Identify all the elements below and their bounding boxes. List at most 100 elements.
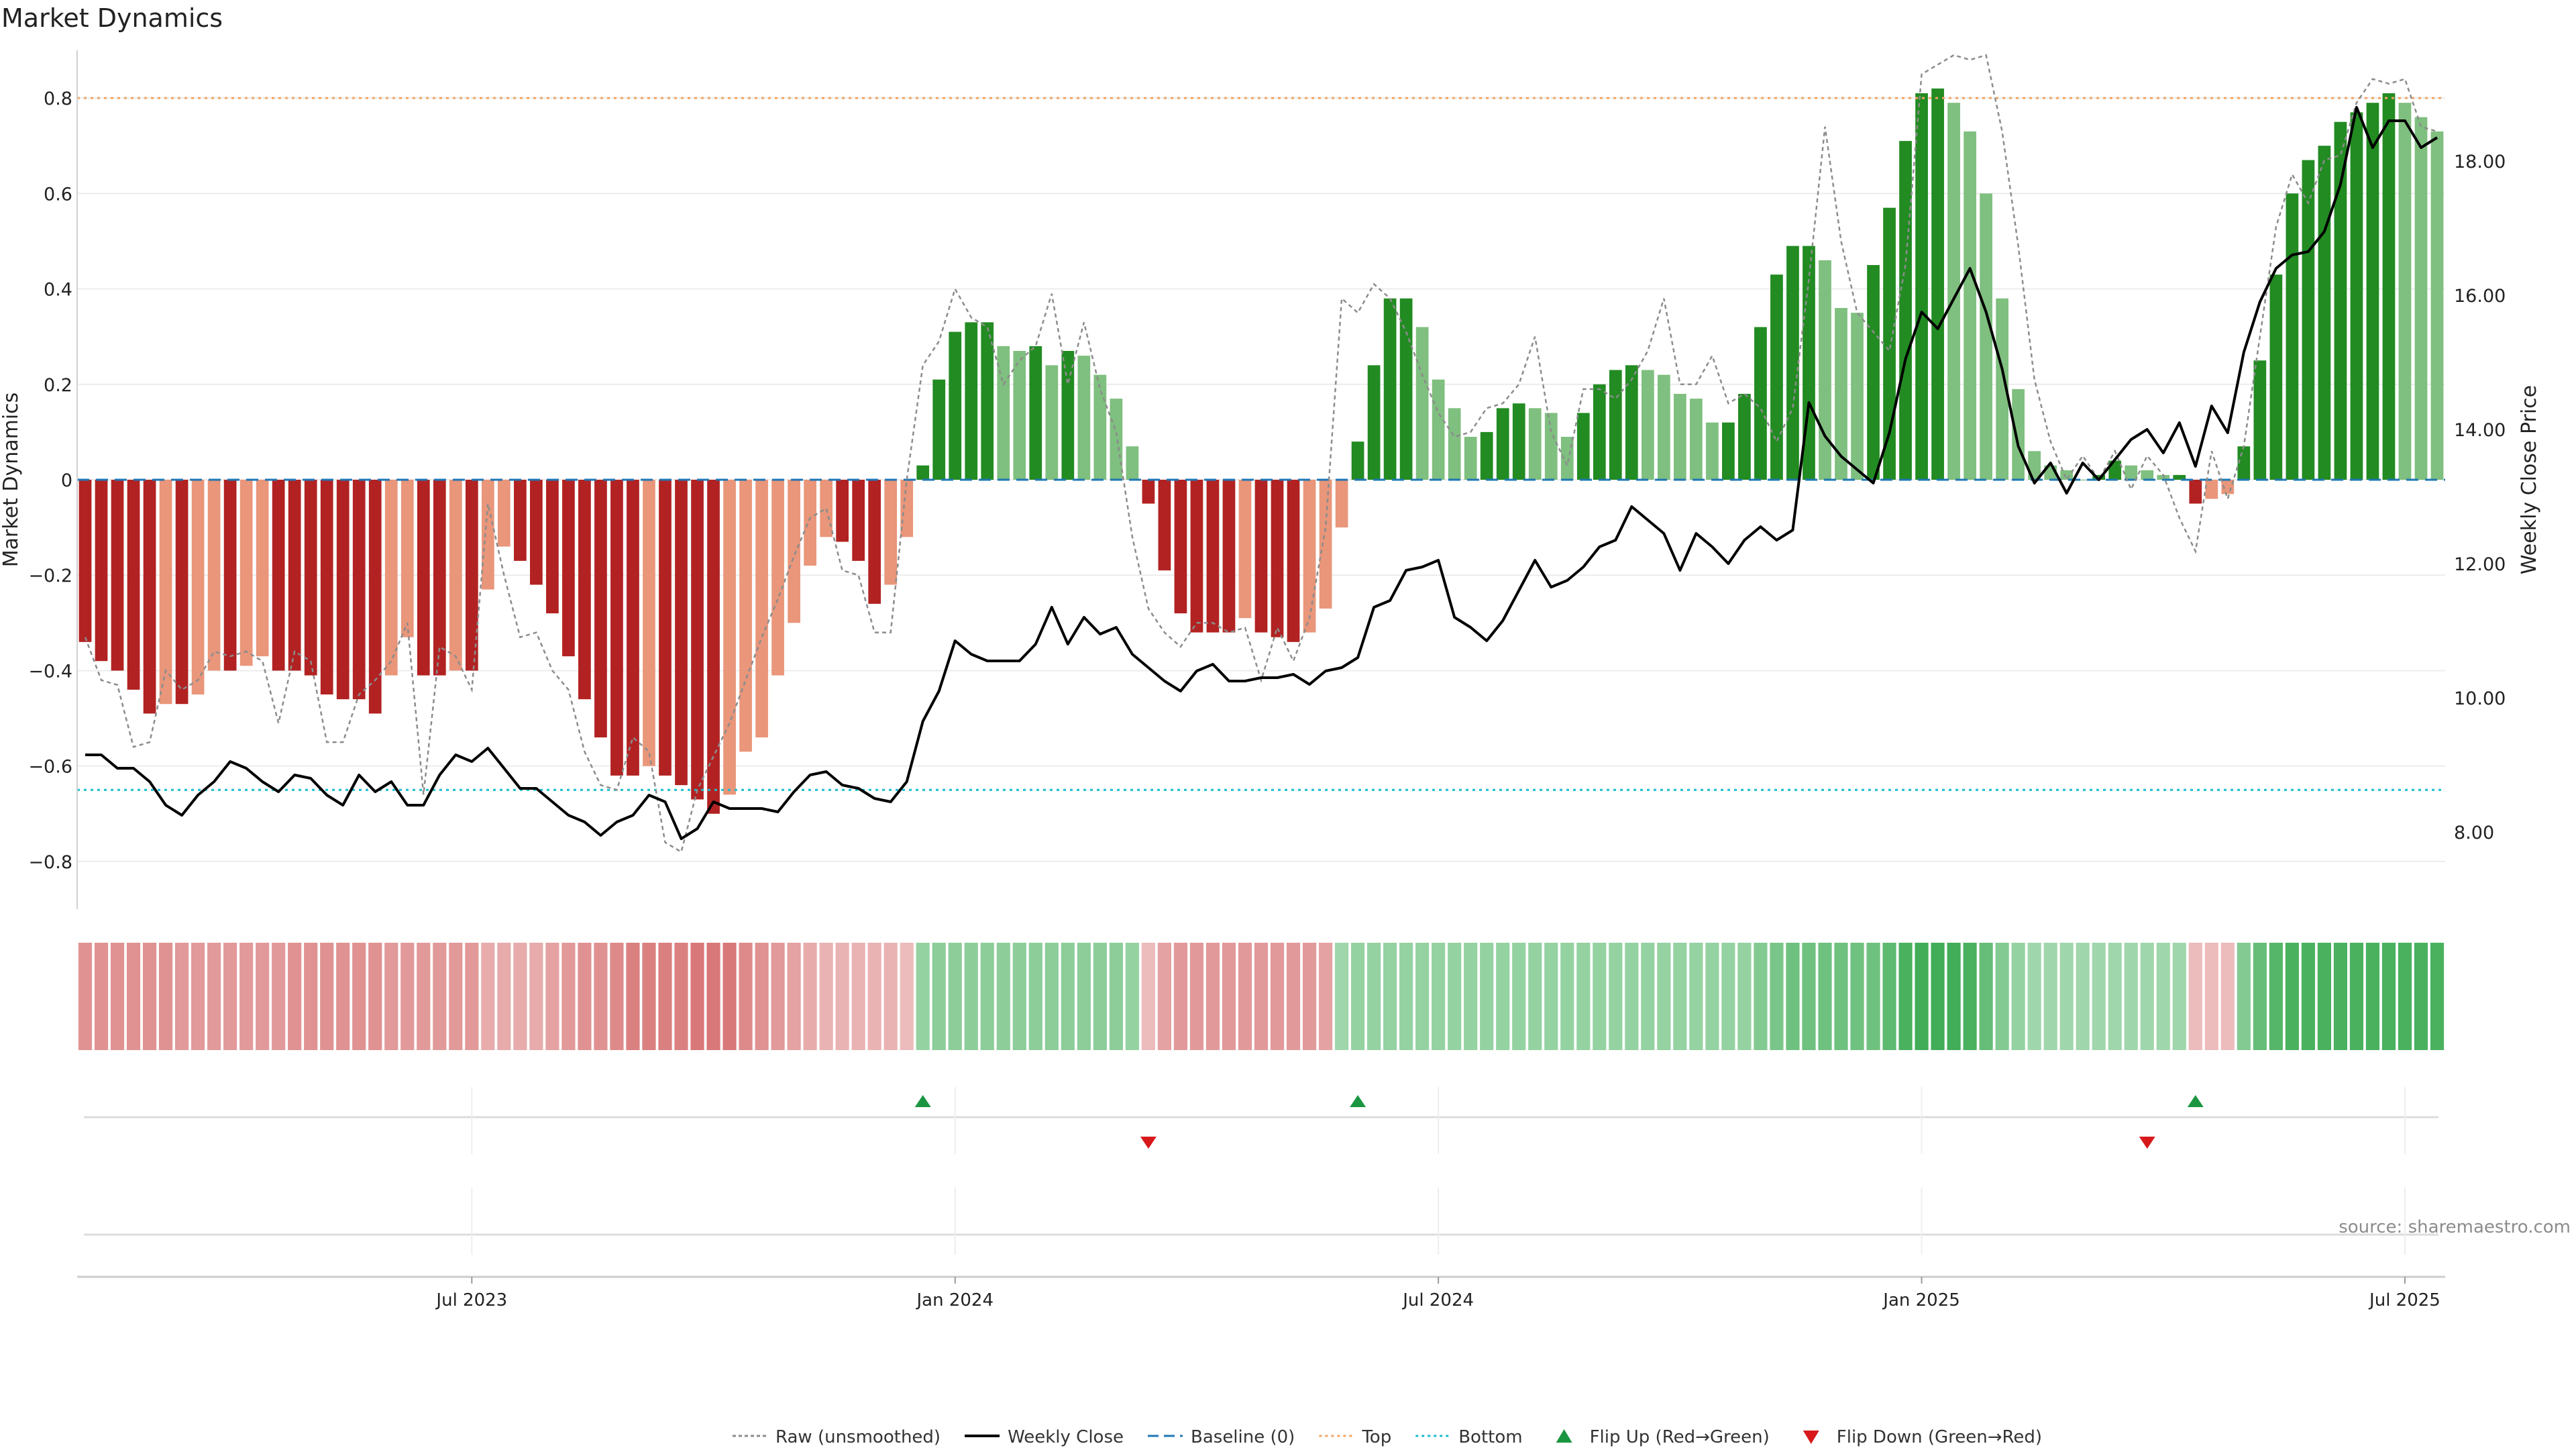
regime-cell — [2365, 943, 2380, 1050]
regime-cell — [932, 943, 946, 1050]
bar — [465, 480, 478, 671]
regime-cell — [851, 943, 865, 1050]
bar — [1335, 480, 1348, 528]
regime-cell — [1286, 943, 1301, 1050]
bar — [884, 480, 898, 585]
bar — [78, 480, 92, 642]
regime-cell — [1915, 943, 1929, 1050]
bar — [497, 480, 511, 547]
regime-cell — [1222, 943, 1236, 1050]
regime-cell — [2381, 943, 2396, 1050]
regime-cell — [980, 943, 994, 1050]
regime-cell — [803, 943, 817, 1050]
bar — [1013, 351, 1026, 480]
bar — [175, 480, 189, 705]
bar — [788, 480, 800, 623]
bar — [1238, 480, 1252, 619]
regime-cell — [2333, 943, 2347, 1050]
weekly-close-line — [85, 106, 2438, 840]
bar — [256, 480, 269, 657]
legend-label: Weekly Close — [1008, 1427, 1124, 1447]
bar — [1770, 274, 1783, 480]
bar — [739, 480, 752, 752]
regime-cell — [578, 943, 592, 1050]
regime-cell — [2253, 943, 2267, 1050]
bar — [2189, 480, 2202, 504]
bar — [659, 480, 672, 776]
bar — [449, 480, 462, 671]
bar — [433, 480, 446, 676]
bar — [1738, 394, 1751, 480]
bar — [1786, 246, 1799, 480]
regime-cell — [417, 943, 431, 1050]
bar — [1464, 437, 1477, 480]
bar — [1480, 431, 1493, 480]
regime-cell — [1689, 943, 1703, 1050]
regime-cell — [2301, 943, 2315, 1050]
bar — [207, 480, 221, 671]
bar — [417, 480, 430, 676]
bar — [2092, 474, 2106, 480]
regime-cell — [2076, 943, 2090, 1050]
bar — [916, 465, 930, 480]
legend-label: Top — [1361, 1427, 1391, 1447]
y-tick-label: 0.2 — [44, 375, 72, 396]
regime-cell — [481, 943, 495, 1050]
regime-cell — [1947, 943, 1961, 1050]
regime-cell — [433, 943, 447, 1050]
regime-cell — [1754, 943, 1768, 1050]
legend-item: Weekly Close — [965, 1427, 1124, 1447]
regime-cell — [497, 943, 511, 1050]
regime-cell — [1012, 943, 1026, 1050]
regime-cell — [1544, 943, 1558, 1050]
regime-cell — [883, 943, 898, 1050]
bar — [1544, 413, 1558, 480]
y-tick-label: −0.2 — [28, 566, 72, 586]
bar — [627, 480, 639, 776]
legend-item: Flip Up (Red→Green) — [1556, 1427, 1770, 1447]
bar — [1496, 408, 1509, 480]
bar — [2205, 480, 2218, 499]
regime-cell — [1189, 943, 1204, 1050]
regime-cell — [256, 943, 270, 1050]
regime-cell — [1657, 943, 1671, 1050]
regime-cell — [384, 943, 398, 1050]
regime-cell — [1270, 943, 1285, 1050]
regime-cell — [1044, 943, 1059, 1050]
axis-layer: 0.8 0.6 0.4 0.2 0 −0.2 −0.4 −0.6 −0.8 18.00 16.00 1… — [28, 50, 2506, 909]
regime-cell — [1995, 943, 2009, 1050]
y-tick-label: −0.8 — [28, 852, 72, 873]
regime-cell — [1641, 943, 1655, 1050]
y-tick-label: 0.4 — [44, 280, 72, 301]
bar — [1448, 408, 1461, 480]
regime-cell — [642, 943, 656, 1050]
bar — [2269, 274, 2283, 480]
y-tick-label: 0 — [61, 470, 72, 491]
regime-cell — [610, 943, 624, 1050]
bar — [675, 480, 688, 786]
bar — [2366, 103, 2379, 480]
regime-cell — [1963, 943, 1977, 1050]
regime-cell — [1496, 943, 1510, 1050]
bar — [1319, 480, 1332, 609]
bar — [771, 480, 784, 676]
raw-unsmoothed-line — [84, 54, 2438, 853]
bar — [336, 480, 350, 700]
legend-label: Flip Up (Red→Green) — [1590, 1427, 1770, 1447]
bar — [1899, 141, 1912, 480]
bar — [1706, 422, 1719, 480]
regime-cell — [207, 943, 221, 1050]
legend-label: Baseline (0) — [1191, 1427, 1295, 1447]
regime-cell — [126, 943, 141, 1050]
regime-cell — [739, 943, 753, 1050]
bar — [578, 480, 591, 700]
regime-cell — [1576, 943, 1591, 1050]
bar — [223, 480, 237, 671]
y2-tick-label: 10.00 — [2454, 688, 2506, 709]
bar — [900, 480, 914, 537]
regime-cell — [626, 943, 640, 1050]
bar — [1915, 93, 1928, 480]
bar — [1432, 379, 1445, 480]
regime-cell — [690, 943, 704, 1050]
legend-item: Flip Down (Green→Red) — [1803, 1427, 2042, 1447]
